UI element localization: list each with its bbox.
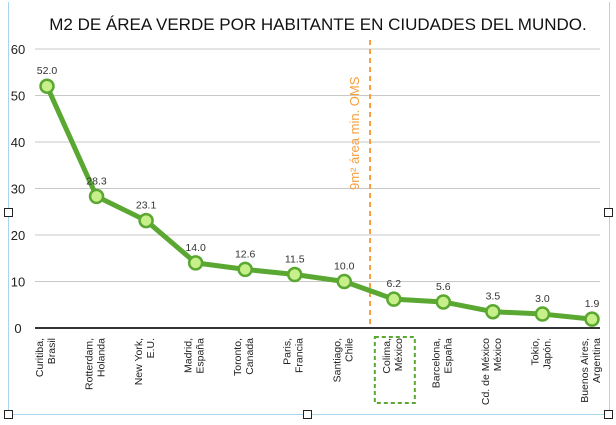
data-label: 11.5 xyxy=(285,254,305,266)
x-tick-label: Tokio, xyxy=(529,338,541,365)
x-tick-label: E.U. xyxy=(145,338,157,358)
highlight-box xyxy=(373,336,416,404)
data-point xyxy=(485,303,501,320)
data-point xyxy=(534,306,551,322)
data-point xyxy=(39,78,55,94)
data-label: 10.0 xyxy=(334,261,355,273)
series-line xyxy=(44,85,593,322)
x-tick-label: Santiago, xyxy=(331,338,343,382)
x-tick-label: Chile xyxy=(343,338,355,362)
x-tick-label: Colima, xyxy=(381,338,393,374)
y-tick-label: 20 xyxy=(11,228,25,243)
data-point xyxy=(386,291,402,307)
x-tick-label: Canada xyxy=(244,338,256,375)
x-tick-label: Brasil xyxy=(46,338,58,364)
y-tick-label: 0 xyxy=(14,321,21,336)
data-label: 52.0 xyxy=(37,65,58,77)
data-label: 3.0 xyxy=(535,293,550,305)
y-tick-label: 60 xyxy=(11,42,25,57)
x-tick-label: Holanda xyxy=(96,338,108,377)
x-tick-label: España xyxy=(195,338,207,374)
x-tick-label: New York, xyxy=(133,338,145,385)
x-tick-label: Cd. de México xyxy=(480,338,492,405)
x-tick-label: Argentina xyxy=(591,338,603,383)
y-tick-label: 10 xyxy=(11,275,25,290)
chart-title: M2 DE ÁREA VERDE POR HABITANTE EN CIUDAD… xyxy=(49,15,586,34)
data-label: 5.6 xyxy=(436,281,451,293)
data-point xyxy=(435,294,452,310)
x-tick-label: Paris, xyxy=(282,338,294,365)
oms-annotation: 9m² área min. OMS xyxy=(347,76,362,190)
resize-handle[interactable] xyxy=(303,410,312,419)
x-tick-label: Madrid, xyxy=(183,338,195,373)
data-label: 14.0 xyxy=(185,242,206,254)
x-tick-label: México xyxy=(393,338,405,371)
x-tick-label: España xyxy=(442,338,454,374)
x-tick-label: Japón. xyxy=(541,338,553,370)
x-tick-label: Francia xyxy=(294,338,306,373)
resize-handle[interactable] xyxy=(4,208,13,217)
data-label: 3.5 xyxy=(486,291,501,303)
x-tick-label: Barcelona, xyxy=(430,338,442,388)
data-label: 12.6 xyxy=(235,248,256,260)
y-tick-label: 40 xyxy=(11,135,25,150)
resize-handle[interactable] xyxy=(604,410,613,419)
data-point xyxy=(138,212,154,229)
x-tick-label: Rotterdam, xyxy=(84,338,96,390)
data-label: 1.9 xyxy=(585,298,600,310)
data-point xyxy=(237,261,253,278)
y-tick-label: 30 xyxy=(11,182,25,197)
data-label: 28.3 xyxy=(86,175,107,187)
data-point xyxy=(336,273,353,290)
x-tick-label: México xyxy=(492,338,504,371)
data-label: 23.1 xyxy=(136,200,157,212)
resize-handle[interactable] xyxy=(604,208,613,217)
x-tick-label: Buenos Aires, xyxy=(579,338,591,403)
resize-handle[interactable] xyxy=(4,410,13,419)
x-tick-label: Curitiba, xyxy=(34,338,46,377)
data-point xyxy=(286,266,303,283)
x-tick-label: Toronto, xyxy=(232,338,244,376)
data-point xyxy=(187,255,204,271)
y-tick-label: 50 xyxy=(11,89,25,104)
data-point xyxy=(584,311,600,327)
data-label: 6.2 xyxy=(387,278,402,290)
data-point xyxy=(88,188,105,205)
